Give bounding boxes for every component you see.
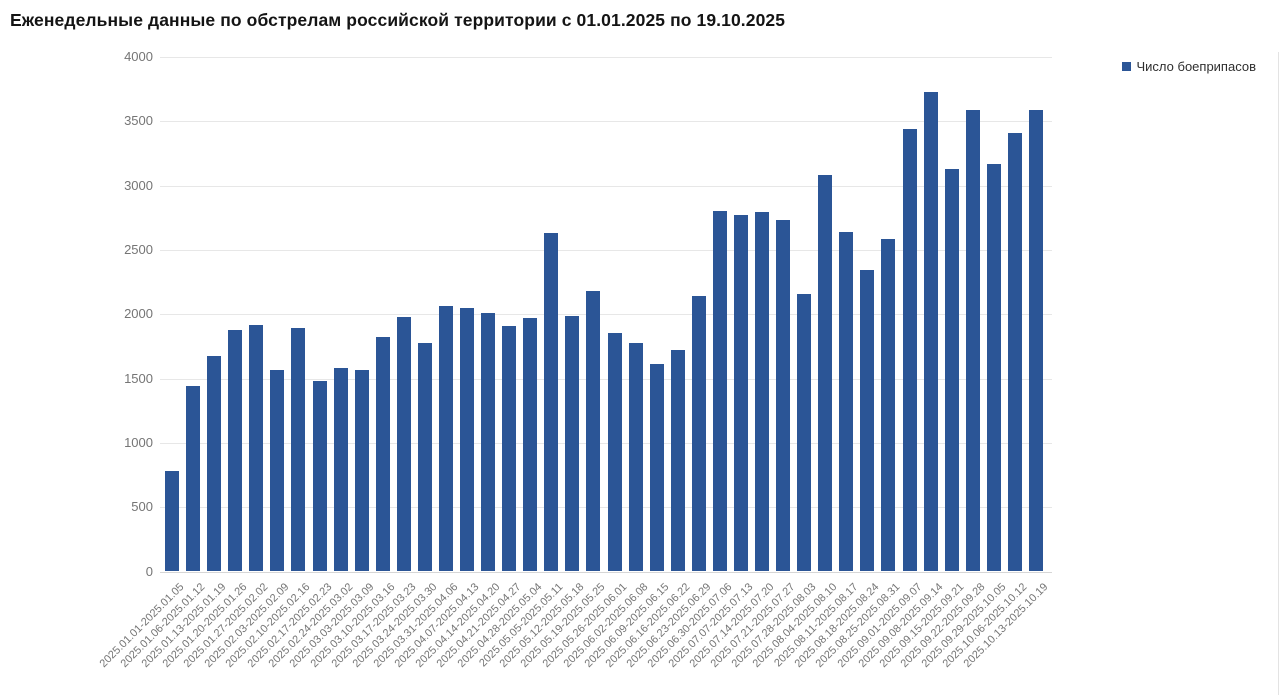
y-gridline: [160, 314, 1052, 316]
y-gridline: [160, 185, 1052, 187]
bar: [207, 356, 222, 572]
bar: [523, 318, 538, 572]
chart-title: Еженедельные данные по обстрелам российс…: [10, 10, 786, 30]
bar: [797, 294, 812, 572]
bar: [249, 324, 264, 572]
bar: [776, 220, 791, 572]
y-gridline: [160, 378, 1052, 380]
bar: [860, 269, 875, 572]
y-gridline: [160, 507, 1052, 509]
y-tick-label: 2000: [124, 306, 153, 322]
bar: [944, 168, 959, 572]
bar: [691, 295, 706, 572]
bar: [502, 325, 517, 572]
bar: [818, 174, 833, 572]
bar: [965, 110, 980, 572]
bar: [228, 329, 243, 572]
bar: [375, 337, 390, 572]
bar: [586, 291, 601, 572]
bar: [544, 233, 559, 572]
y-tick-label: 2500: [124, 241, 153, 257]
bar: [1028, 110, 1043, 572]
y-gridline: [160, 442, 1052, 444]
y-gridline: [160, 121, 1052, 123]
bar: [354, 369, 369, 572]
y-tick-label: 500: [131, 499, 153, 515]
bar: [417, 342, 432, 572]
bar: [460, 308, 475, 572]
bar: [165, 470, 179, 572]
bar: [481, 312, 496, 572]
y-gridline: [160, 57, 1052, 58]
y-tick-label: 3000: [124, 177, 153, 193]
bar: [312, 381, 327, 572]
bar: [291, 328, 306, 572]
bar: [902, 129, 917, 572]
bar: [438, 305, 453, 572]
bar: [565, 315, 580, 572]
bar: [607, 332, 622, 572]
y-tick-label: 3500: [124, 113, 153, 129]
bar: [628, 343, 643, 572]
legend-swatch-icon: [1121, 62, 1131, 71]
y-tick-label: 0: [145, 563, 153, 579]
bar: [733, 215, 748, 572]
y-tick-label: 4000: [124, 49, 153, 64]
bar: [839, 231, 854, 572]
right-edge-divider: [1278, 52, 1279, 695]
legend-label: Число боеприпасов: [1136, 59, 1257, 74]
bar: [670, 350, 685, 572]
bar: [649, 363, 664, 572]
bar: [755, 211, 770, 572]
bar: [986, 164, 1001, 572]
bar: [1007, 132, 1022, 572]
bar: [333, 368, 348, 572]
bar: [881, 239, 896, 572]
y-tick-label: 1500: [124, 370, 153, 386]
bar: [923, 92, 938, 572]
x-axis-line: [160, 571, 1052, 573]
bar: [270, 370, 285, 572]
legend: Число боеприпасов: [1121, 59, 1257, 74]
bar: [396, 317, 411, 572]
y-gridline: [160, 249, 1052, 251]
bar: [712, 210, 727, 572]
bar: [186, 386, 201, 572]
y-tick-label: 1000: [124, 434, 153, 450]
